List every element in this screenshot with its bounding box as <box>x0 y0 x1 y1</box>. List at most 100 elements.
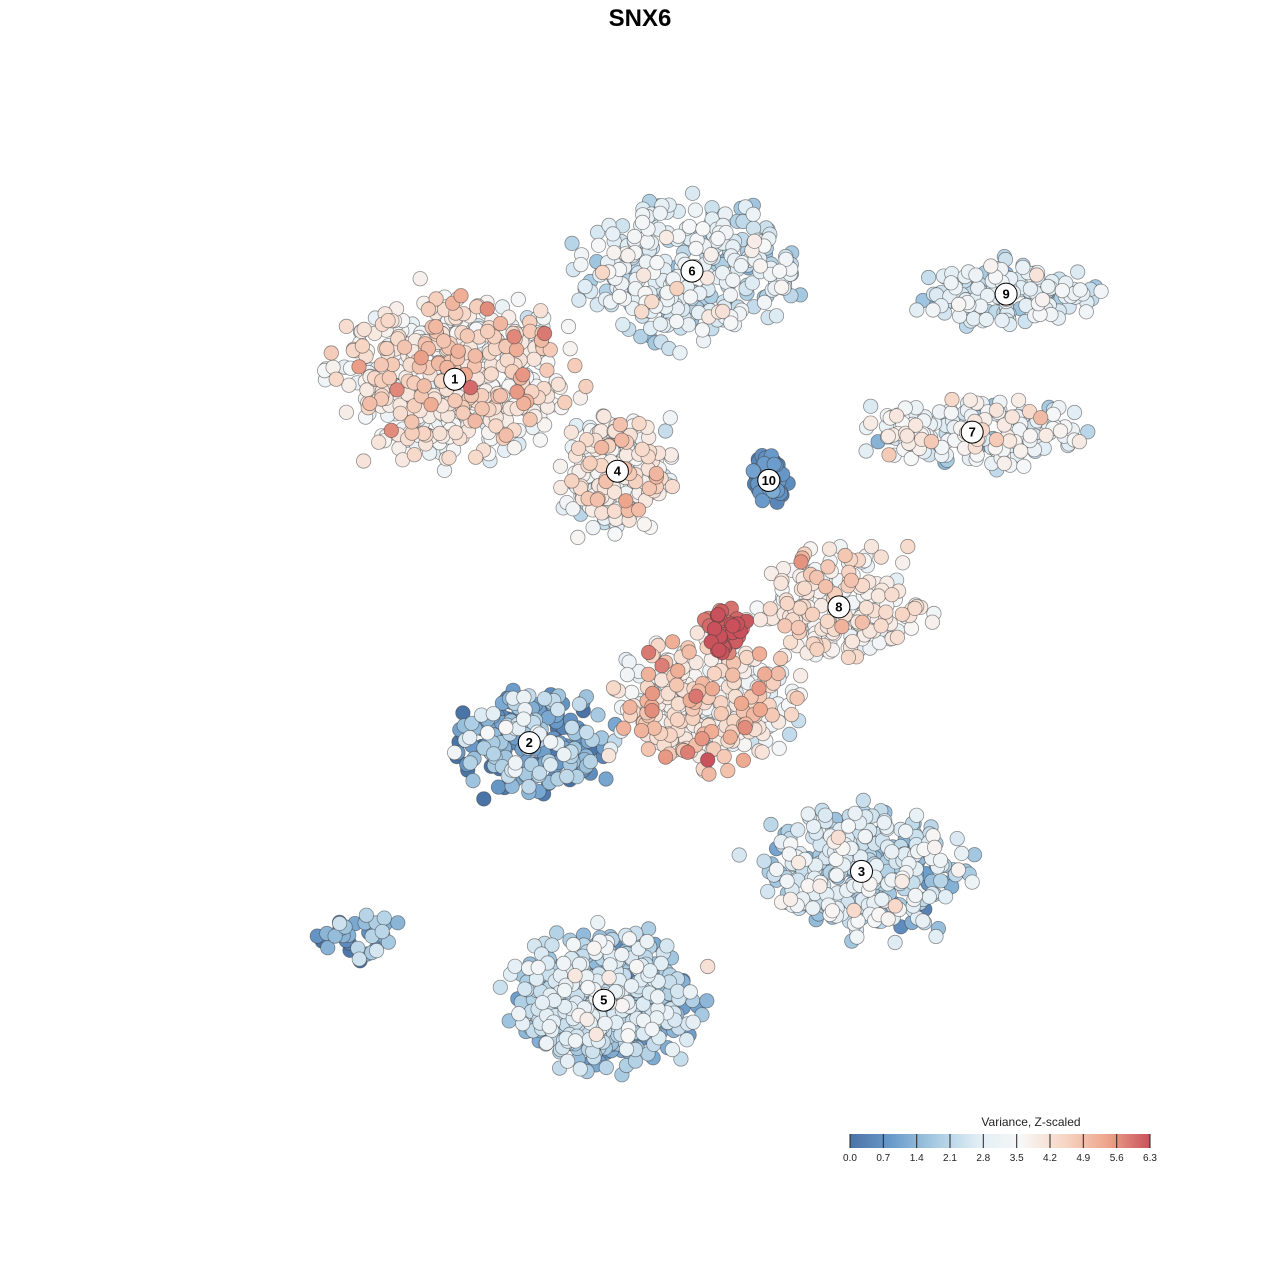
cell-point <box>954 845 970 862</box>
cell-point <box>644 1021 660 1037</box>
cell-point <box>601 969 617 986</box>
cell-point <box>633 722 650 739</box>
cell-point <box>878 604 894 620</box>
cell-point <box>756 853 772 869</box>
cell-point <box>492 315 509 332</box>
legend-tick-label: 1.4 <box>910 1153 924 1164</box>
cell-point <box>447 393 463 409</box>
cell-point <box>640 644 657 661</box>
cell-point <box>485 746 502 762</box>
cell-point <box>611 288 628 305</box>
cell-point <box>468 449 484 465</box>
cell-point <box>356 321 372 337</box>
cell-point <box>669 712 686 728</box>
cell-point <box>492 979 508 995</box>
cell-point <box>492 388 508 404</box>
cell-point <box>805 900 821 916</box>
cell-point <box>889 629 906 645</box>
cell-point <box>506 440 522 456</box>
cell-point <box>737 720 753 736</box>
cell-point <box>338 318 354 334</box>
cell-point <box>746 233 763 249</box>
cell-point <box>988 431 1005 448</box>
cell-point <box>978 311 994 328</box>
cell-point <box>752 258 769 274</box>
cell-point <box>406 447 422 463</box>
cell-point <box>688 654 704 671</box>
cell-point <box>556 955 572 972</box>
cell-point <box>374 923 390 940</box>
cell-point <box>1071 434 1088 450</box>
cell-point <box>672 345 688 361</box>
cell-point <box>682 289 699 305</box>
cell-point <box>735 752 752 768</box>
cell-point <box>684 185 701 201</box>
cell-point <box>870 588 887 604</box>
cell-point <box>768 308 785 324</box>
cell-point <box>793 554 809 570</box>
legend-title: Variance, Z-scaled <box>981 1115 1080 1129</box>
cell-point <box>536 691 553 707</box>
cell-point <box>328 371 344 387</box>
cell-point <box>928 928 944 945</box>
cell-point <box>1029 267 1045 283</box>
cell-point <box>778 251 794 267</box>
cell-point <box>621 654 637 670</box>
cell-point <box>670 663 686 679</box>
cell-point <box>1054 282 1070 299</box>
cell-point <box>752 702 768 718</box>
cell-point <box>669 983 686 999</box>
cell-point <box>639 933 655 950</box>
cell-point <box>752 612 769 628</box>
cell-point <box>379 340 395 357</box>
cell-point <box>1078 304 1094 320</box>
cell-point <box>614 998 630 1014</box>
legend-tick-label: 4.2 <box>1043 1153 1057 1164</box>
cell-point <box>1022 281 1039 297</box>
cell-point <box>498 427 514 443</box>
color-legend: Variance, Z-scaled 0.0 0.7 1.4 2.1 2.8 3.5 4.2… <box>843 1115 1157 1164</box>
cell-point <box>888 408 905 424</box>
cell-point <box>694 731 710 747</box>
cluster-label-text: 10 <box>762 473 776 488</box>
cell-point <box>840 649 857 666</box>
cell-point <box>790 619 807 636</box>
cell-point <box>628 958 645 975</box>
cell-point <box>521 779 537 795</box>
cell-point <box>562 341 578 357</box>
cell-point <box>510 291 526 307</box>
cell-point <box>541 1018 557 1035</box>
cell-point <box>711 642 727 658</box>
cell-point <box>768 861 785 878</box>
cell-point <box>951 296 967 312</box>
cell-point <box>920 269 937 286</box>
cell-point <box>854 614 870 630</box>
cell-point <box>507 755 524 771</box>
cell-point <box>621 931 638 947</box>
cell-point <box>567 1033 584 1049</box>
cell-point <box>462 755 478 771</box>
cell-point <box>772 650 789 667</box>
cell-point <box>809 641 825 657</box>
cell-point <box>614 432 630 448</box>
cell-point <box>790 822 806 838</box>
cell-point <box>590 707 606 723</box>
cell-point <box>863 415 879 431</box>
cell-point <box>580 979 596 996</box>
cell-point <box>773 575 789 591</box>
cell-point <box>751 680 767 696</box>
cell-point <box>432 425 448 441</box>
cell-point <box>594 264 611 281</box>
cell-point <box>968 267 984 283</box>
cell-point <box>453 288 469 304</box>
cell-point <box>756 294 773 310</box>
cell-point <box>777 618 793 634</box>
cell-point <box>770 665 786 682</box>
cell-point <box>881 447 897 463</box>
cell-point <box>837 547 853 564</box>
cell-point <box>515 367 531 383</box>
cell-point <box>700 752 716 768</box>
cell-point <box>644 702 660 719</box>
cell-point <box>681 644 697 660</box>
cell-point <box>606 245 622 261</box>
